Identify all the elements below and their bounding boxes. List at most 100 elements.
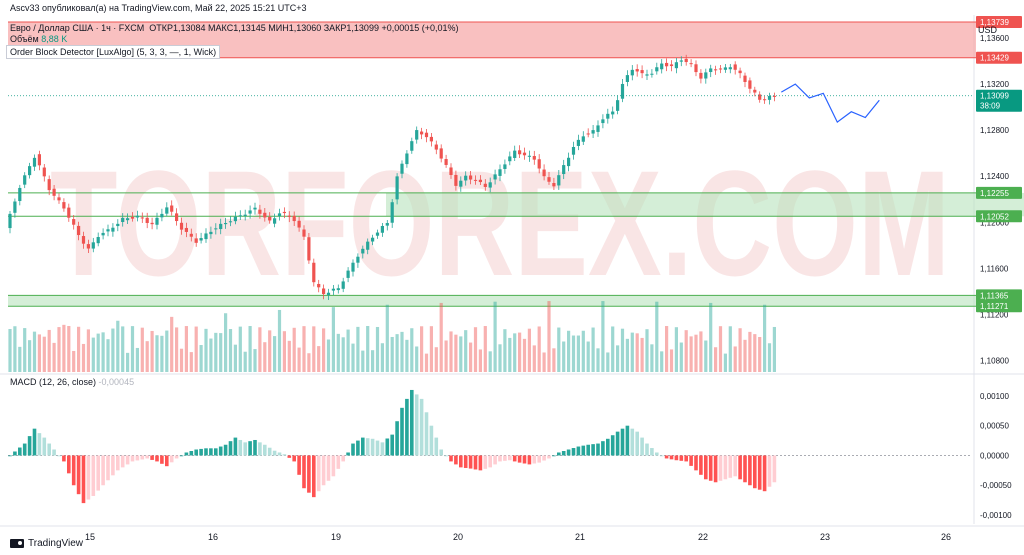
- price-axis-badge-text: 1,11271: [980, 302, 1009, 311]
- candle-body: [8, 213, 12, 229]
- macd-histogram-bar: [473, 455, 478, 470]
- candle-body: [18, 187, 22, 202]
- volume-bar: [263, 342, 267, 372]
- candle-body: [81, 236, 86, 244]
- macd-histogram-bar: [723, 455, 728, 480]
- candle-body: [72, 219, 76, 225]
- candle: [277, 208, 282, 221]
- candle: [194, 233, 198, 247]
- candle-body: [287, 215, 291, 217]
- candle-body: [52, 188, 56, 196]
- macd-histogram-bar: [708, 455, 713, 481]
- candle: [723, 64, 727, 73]
- watermark: TORFOREX.COM: [50, 139, 950, 307]
- candle-body: [292, 215, 296, 222]
- volume-bar: [478, 349, 482, 372]
- macd-histogram-bar: [27, 436, 32, 456]
- macd-histogram-bar: [400, 407, 404, 456]
- volume-bar: [331, 307, 335, 372]
- volume-bar: [194, 326, 198, 372]
- macd-histogram-bar: [738, 455, 742, 480]
- candle: [62, 198, 66, 212]
- time-tick-label: 23: [820, 532, 830, 542]
- candle-body: [630, 69, 634, 76]
- volume-bar: [493, 301, 497, 372]
- indicator-label: Order Block Detector [LuxAlgo] (5, 3, 3,…: [10, 47, 217, 57]
- macd-histogram-bar: [169, 455, 174, 463]
- macd-histogram-bar: [282, 454, 287, 456]
- macd-histogram-bar: [762, 455, 767, 492]
- candle: [121, 213, 125, 227]
- candle-body: [106, 229, 110, 232]
- volume-bar: [758, 337, 762, 372]
- candle: [473, 175, 478, 185]
- candle-body: [493, 174, 497, 180]
- candle: [331, 284, 335, 295]
- candle: [341, 277, 345, 293]
- candle: [385, 220, 389, 231]
- candle: [101, 228, 105, 240]
- forecast-path: [781, 83, 880, 124]
- volume-bar: [322, 328, 326, 372]
- candle-body: [699, 72, 703, 79]
- macd-histogram-bar: [214, 448, 218, 456]
- candle: [224, 217, 228, 229]
- candle-body: [679, 60, 683, 62]
- candle: [317, 279, 321, 293]
- symbol-title: Евро / Доллар США · 1ч · FXCM: [10, 23, 145, 33]
- volume-bar: [718, 326, 723, 372]
- candle-body: [248, 210, 252, 214]
- candle: [375, 229, 380, 239]
- volume-bar: [317, 346, 321, 372]
- price-axis-badge-text: 1,13099: [980, 92, 1009, 101]
- symbol-line: Евро / Доллар США · 1ч · FXCM ОТКР1,1308…: [10, 23, 459, 33]
- macd-histogram-bar: [699, 455, 703, 475]
- candle: [772, 92, 776, 102]
- volume-bar: [714, 347, 718, 372]
- candle: [498, 164, 502, 182]
- time-tick-label: 22: [698, 532, 708, 542]
- candle: [694, 60, 698, 77]
- candle-body: [552, 183, 556, 187]
- candle-body: [214, 228, 218, 230]
- candle: [287, 211, 291, 223]
- candle: [733, 61, 737, 75]
- candle: [199, 232, 203, 244]
- macd-histogram-bar: [76, 455, 81, 495]
- macd-histogram-bar: [297, 455, 301, 475]
- time-tick-label: 15: [85, 532, 95, 542]
- macd-histogram-bar: [62, 455, 66, 462]
- volume-bar: [214, 332, 218, 372]
- macd-histogram-bar: [390, 434, 394, 456]
- indicator-legend[interactable]: Order Block Detector [LuxAlgo] (5, 3, 3,…: [6, 45, 221, 59]
- volume-bar: [86, 329, 90, 372]
- candle-body: [268, 216, 272, 221]
- candle: [204, 228, 208, 243]
- candle-body: [165, 207, 169, 214]
- volume-bar: [106, 339, 110, 372]
- candle-body: [694, 64, 698, 73]
- candle-body: [415, 130, 419, 140]
- macd-histogram-bar: [287, 455, 292, 458]
- candle: [444, 154, 448, 168]
- candle: [18, 184, 22, 206]
- volume-bar: [52, 342, 56, 372]
- candle-body: [155, 217, 159, 225]
- candle-body: [709, 68, 713, 73]
- candle: [184, 222, 188, 238]
- volume-bar: [728, 326, 732, 372]
- candle-body: [665, 62, 669, 67]
- macd-histogram-bar: [532, 455, 537, 464]
- candle-body: [371, 237, 375, 242]
- candle-body: [640, 70, 644, 74]
- candle-body: [135, 215, 139, 218]
- candle-body: [140, 217, 144, 219]
- macd-histogram-bar: [630, 428, 635, 456]
- volume-bar: [248, 326, 252, 372]
- macd-legend[interactable]: MACD (12, 26, close) -0,00045: [10, 377, 134, 387]
- macd-histogram-bar: [493, 455, 497, 465]
- volume-bar: [405, 339, 409, 372]
- tradingview-footer[interactable]: TradingView: [10, 538, 83, 549]
